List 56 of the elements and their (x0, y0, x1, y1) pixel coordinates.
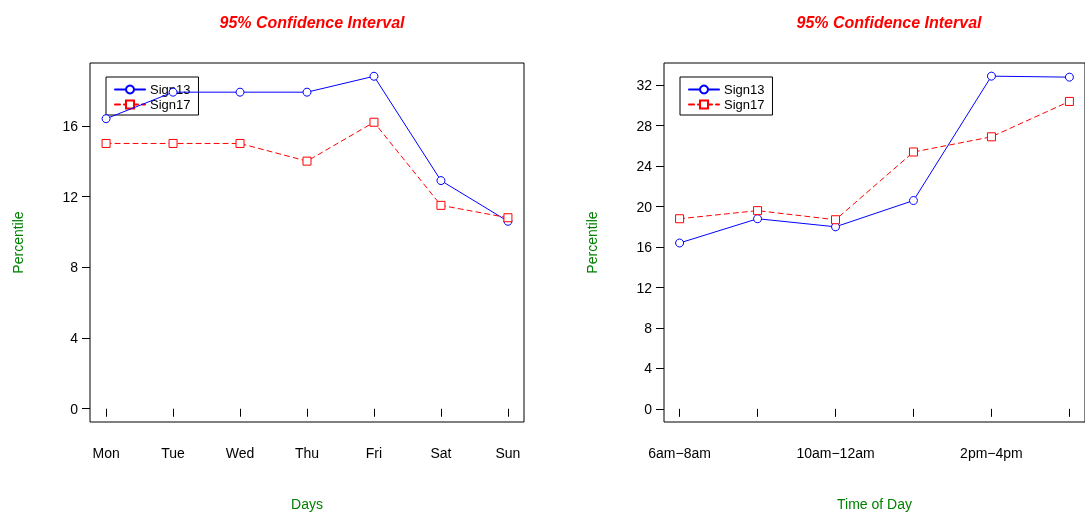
point (675, 214, 685, 224)
point (101, 114, 111, 124)
y-tick-label: 0 (644, 400, 653, 417)
legend-label: Sign17 (724, 97, 765, 112)
y-tick-label: 0 (70, 400, 79, 417)
y-axis-title: Percentile (10, 211, 26, 274)
x-tick-label: 6am−8am (648, 445, 711, 461)
x-tick-label: 2pm−4pm (960, 445, 1023, 461)
chart-title: 95% Confidence Interval (219, 13, 406, 31)
point (235, 138, 245, 148)
y-tick-label: 16 (636, 239, 653, 256)
x-tick-label: Sat (430, 445, 452, 461)
point (302, 87, 312, 97)
point (369, 117, 379, 127)
y-tick-label: 24 (636, 158, 653, 175)
point (908, 147, 918, 157)
y-tick-label: 8 (644, 319, 653, 336)
point (831, 222, 841, 232)
point (101, 138, 111, 148)
point (1064, 96, 1074, 106)
y-axis-title: Percentile (584, 211, 600, 274)
x-tick-label: Thu (294, 445, 320, 461)
point (1064, 72, 1074, 82)
point (168, 138, 178, 148)
y-tick-label: 8 (70, 259, 79, 276)
legend-label: Sign13 (724, 82, 765, 97)
x-tick-label: Sun (495, 445, 521, 461)
x-tick-label: 10am−12am (796, 445, 875, 461)
y-tick-label: 4 (644, 360, 653, 377)
point (753, 206, 763, 216)
point (831, 215, 841, 225)
y-tick-label: 12 (62, 188, 79, 205)
point (986, 132, 996, 142)
point (908, 196, 918, 206)
point (235, 87, 245, 97)
x-axis-title: Days (291, 496, 323, 512)
y-tick-label: 28 (636, 117, 653, 134)
x-axis-title: Time of Day (837, 496, 912, 512)
y-tick-label: 4 (70, 330, 79, 346)
legend-label: Sign17 (150, 97, 191, 112)
x-tick-label: Fri (365, 445, 383, 461)
point (369, 71, 379, 81)
y-tick-label: 16 (62, 117, 79, 134)
point (436, 176, 446, 186)
y-tick-label: 32 (636, 77, 653, 94)
y-tick-label: 20 (636, 198, 653, 215)
point (753, 214, 763, 224)
x-tick-label: Wed (225, 445, 255, 461)
point (675, 238, 685, 248)
x-tick-label: Tue (161, 445, 186, 461)
y-tick-label: 12 (636, 279, 653, 296)
point (302, 156, 312, 166)
x-tick-label: Mon (92, 445, 120, 461)
chart-title: 95% Confidence Interval (796, 13, 983, 31)
point (986, 71, 996, 81)
point (436, 200, 446, 210)
